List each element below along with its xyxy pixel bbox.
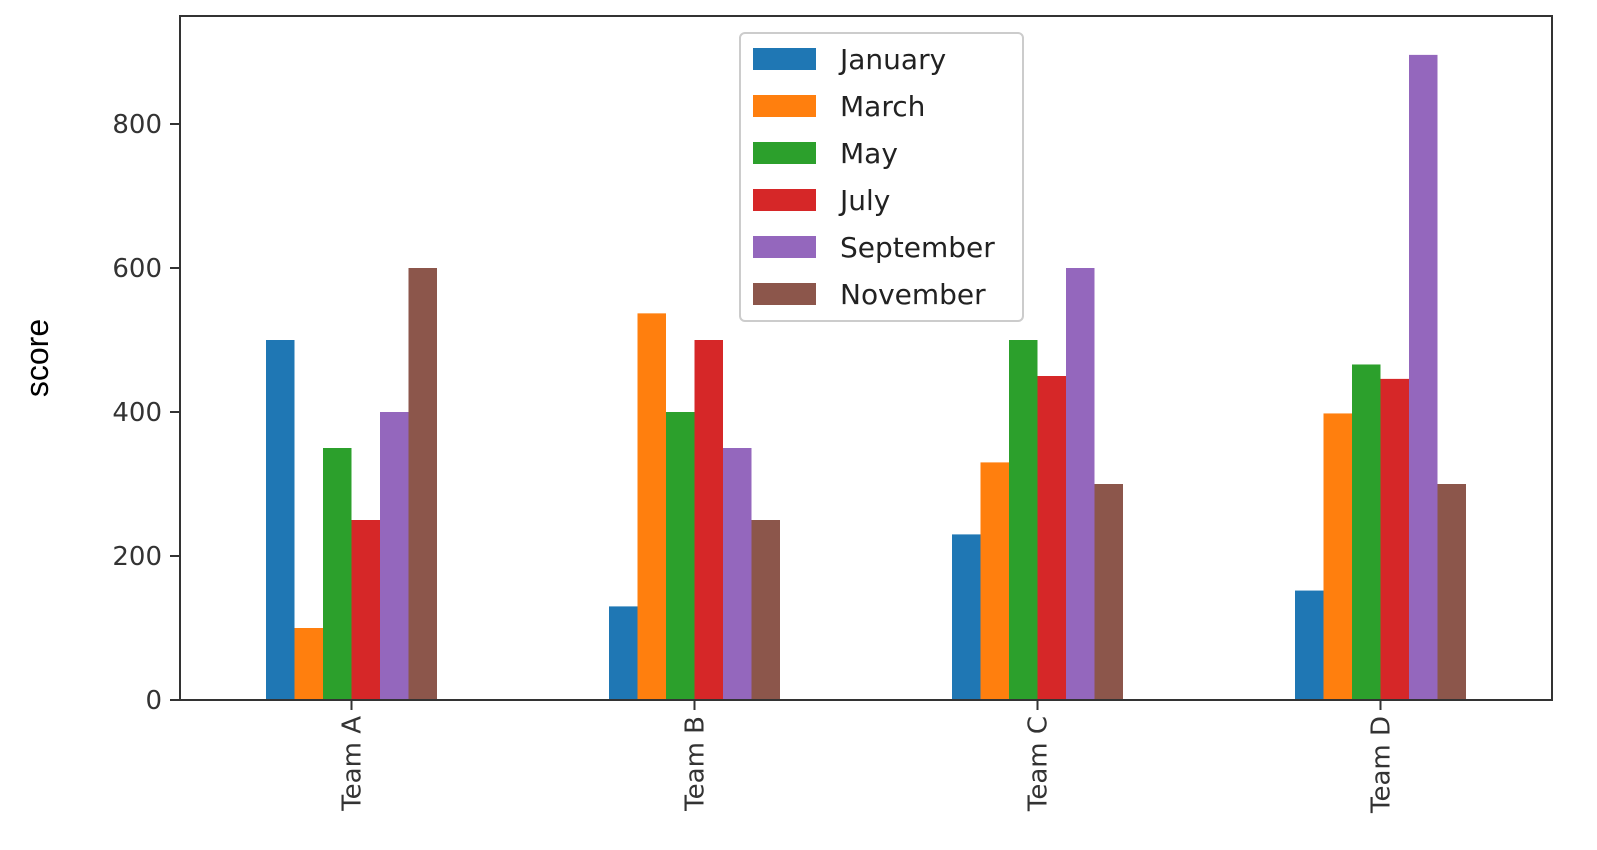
x-tick-label: Team A — [338, 716, 368, 812]
legend-swatch-november — [753, 283, 816, 305]
bar-january-team-d — [1295, 590, 1324, 700]
y-tick-label: 400 — [112, 398, 162, 428]
y-tick-label: 200 — [112, 542, 162, 572]
bar-september-team-b — [723, 448, 752, 700]
x-axis: Team A Team B Team C Team D — [338, 700, 1397, 814]
legend-swatch-july — [753, 189, 816, 211]
legend-swatch-september — [753, 236, 816, 258]
bar-november-team-b — [751, 520, 780, 700]
legend-label-march: March — [840, 90, 925, 123]
x-tick-label: Team C — [1024, 716, 1054, 812]
bar-may-team-d — [1352, 364, 1381, 700]
y-tick-label: 0 — [145, 686, 162, 716]
bar-may-team-b — [666, 412, 695, 700]
legend-label-november: November — [840, 278, 986, 311]
y-tick-label: 800 — [112, 110, 162, 140]
bar-july-team-a — [351, 520, 380, 700]
bar-november-team-c — [1094, 484, 1123, 700]
legend-label-may: May — [840, 137, 898, 170]
bar-march-team-b — [637, 313, 666, 700]
plot-frame — [179, 15, 1553, 701]
bar-january-team-a — [266, 340, 295, 700]
y-axis-label: score — [19, 319, 55, 397]
legend: January March May July September November — [739, 32, 1024, 322]
y-axis: 0 200 400 600 800 — [112, 110, 180, 716]
legend-swatch-may — [753, 142, 816, 164]
bar-march-team-d — [1323, 413, 1352, 700]
x-tick-label: Team B — [681, 716, 711, 812]
bar-september-team-c — [1066, 268, 1095, 700]
bar-january-team-c — [952, 534, 981, 700]
y-tick-label: 600 — [112, 254, 162, 284]
legend-label-july: July — [838, 184, 890, 217]
x-tick-label: Team D — [1367, 716, 1397, 814]
bar-september-team-d — [1409, 54, 1438, 700]
bar-november-team-a — [408, 268, 437, 700]
legend-swatch-march — [753, 95, 816, 117]
legend-label-january: January — [838, 43, 946, 76]
bar-july-team-d — [1380, 378, 1409, 700]
legend-swatch-january — [753, 48, 816, 70]
bar-july-team-c — [1037, 376, 1066, 700]
bar-march-team-a — [294, 628, 323, 700]
bar-september-team-a — [380, 412, 409, 700]
bar-march-team-c — [980, 462, 1009, 700]
bars-group — [266, 54, 1466, 700]
bar-january-team-b — [609, 606, 638, 700]
bar-may-team-c — [1009, 340, 1038, 700]
bar-may-team-a — [323, 448, 352, 700]
bar-november-team-d — [1437, 484, 1466, 700]
bar-july-team-b — [694, 340, 723, 700]
legend-label-september: September — [840, 231, 995, 264]
